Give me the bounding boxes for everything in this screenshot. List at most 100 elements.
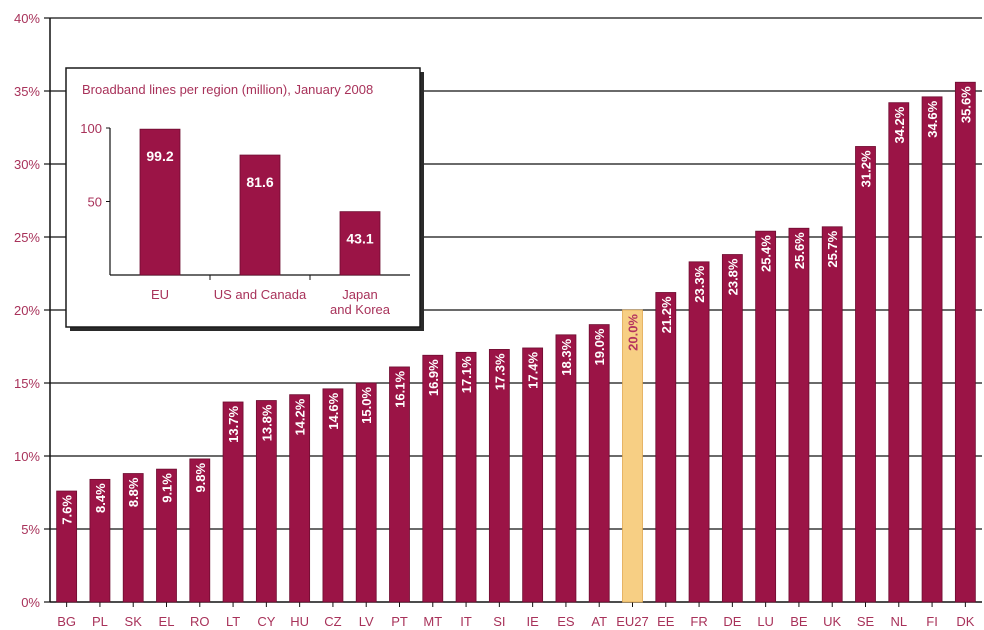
x-tick-label: CZ	[324, 614, 341, 629]
bar-value-label: 25.6%	[792, 232, 807, 269]
inset-x-tick-label: Japan	[342, 287, 377, 302]
inset-x-tick-label: EU	[151, 287, 169, 302]
x-tick-label: HU	[290, 614, 309, 629]
inset-bar	[339, 211, 381, 276]
y-tick-label: 40%	[14, 11, 40, 26]
bar	[89, 478, 111, 603]
bar	[455, 351, 477, 603]
bar-value-label: 34.6%	[925, 100, 940, 137]
bar-value-label: 13.8%	[259, 404, 274, 441]
y-tick-label: 30%	[14, 157, 40, 172]
bar	[588, 324, 610, 603]
bar	[355, 382, 377, 603]
inset-x-tick-label: US and Canada	[214, 287, 307, 302]
bar	[622, 309, 643, 603]
x-tick-label: DK	[956, 614, 974, 629]
y-tick-label: 35%	[14, 84, 40, 99]
x-tick-label: ES	[557, 614, 575, 629]
bar	[422, 354, 444, 603]
x-tick-label: MT	[423, 614, 442, 629]
bar	[222, 401, 244, 603]
bar-value-label: 20.0%	[626, 314, 641, 351]
bar	[488, 349, 510, 603]
bar	[189, 458, 211, 603]
bar	[122, 473, 144, 603]
x-tick-label: EU27	[616, 614, 649, 629]
main-y-tick-labels: 0% 5% 10% 15% 20% 25% 30% 35% 40%	[14, 11, 40, 610]
x-tick-label: LU	[757, 614, 774, 629]
bar-value-label: 8.4%	[93, 483, 108, 513]
x-tick-label: IE	[526, 614, 539, 629]
inset-bar	[139, 128, 181, 276]
bar-value-label: 21.2%	[659, 296, 674, 333]
bar-value-label: 14.2%	[293, 398, 308, 435]
bar	[56, 490, 78, 603]
x-tick-label: EE	[657, 614, 675, 629]
x-tick-label: LV	[359, 614, 374, 629]
bar-value-label: 9.1%	[160, 473, 175, 503]
inset-bar-value-label: 43.1	[346, 231, 373, 247]
bar	[921, 96, 943, 603]
bar	[289, 394, 311, 603]
bar-value-label: 23.3%	[692, 265, 707, 302]
x-tick-label: AT	[591, 614, 607, 629]
bar-value-label: 19.0%	[592, 328, 607, 365]
x-tick-label: DE	[723, 614, 741, 629]
y-tick-label: 0%	[21, 595, 40, 610]
bar	[655, 292, 677, 603]
inset-plot: 50 100 99.2 EU 81.6 US and Canada 43.1 Japanand…	[80, 121, 410, 317]
main-x-tick-labels: BG PL SK EL RO LT CY HU CZ LV PT MT IT SI IE ES AT EU27 EE…	[57, 614, 974, 629]
bar	[721, 254, 743, 603]
bar	[522, 347, 544, 603]
y-tick-label: 5%	[21, 522, 40, 537]
bar	[156, 468, 177, 603]
y-tick-label: 20%	[14, 303, 40, 318]
x-tick-label: FI	[926, 614, 938, 629]
x-tick-label: CY	[257, 614, 275, 629]
x-tick-label: BE	[790, 614, 808, 629]
bar	[755, 230, 777, 603]
bar	[322, 388, 344, 603]
x-tick-label: BG	[57, 614, 76, 629]
bar	[688, 261, 710, 603]
bar	[389, 366, 410, 603]
bar-value-label: 9.8%	[193, 462, 208, 492]
bar	[888, 102, 910, 603]
x-tick-label: FR	[690, 614, 707, 629]
x-tick-label: PL	[92, 614, 108, 629]
bar-value-label: 17.4%	[526, 352, 541, 389]
bar-value-label: 8.8%	[126, 477, 141, 507]
bar	[255, 400, 277, 603]
bar-value-label: 16.9%	[426, 359, 441, 396]
bar-value-label: 7.6%	[60, 495, 75, 525]
x-tick-label: RO	[190, 614, 210, 629]
bar-value-label: 18.3%	[559, 338, 574, 375]
x-tick-label: SK	[125, 614, 143, 629]
inset-bar	[239, 154, 281, 276]
bar-value-label: 17.3%	[492, 353, 507, 390]
inset-bar-value-label: 81.6	[246, 174, 273, 190]
x-tick-label: EL	[159, 614, 175, 629]
inset-y-tick-label: 50	[88, 195, 102, 210]
x-tick-label: SE	[857, 614, 875, 629]
bar-value-label: 13.7%	[226, 406, 241, 443]
bar-value-label: 25.7%	[825, 230, 840, 267]
bar-value-label: 31.2%	[859, 150, 874, 187]
bar-value-label: 23.8%	[725, 258, 740, 295]
x-tick-label: LT	[226, 614, 240, 629]
y-tick-label: 15%	[14, 376, 40, 391]
bar	[855, 146, 876, 603]
bar-value-label: 25.4%	[759, 235, 774, 272]
main-bars: 7.6% 8.4% 8.8% 9.1% 9.8% 13.7% 13.8% 14.2% 14.6%…	[56, 81, 976, 603]
inset-x-tick-label: and Korea	[330, 302, 391, 317]
bar	[821, 226, 843, 603]
bar-value-label: 15.0%	[359, 387, 374, 424]
bar-value-label: 14.6%	[326, 392, 341, 429]
y-tick-label: 25%	[14, 230, 40, 245]
bar-value-label: 35.6%	[958, 86, 973, 123]
bar	[555, 334, 577, 603]
inset-bar-value-label: 99.2	[146, 148, 173, 164]
bar-value-label: 17.1%	[459, 356, 474, 393]
inset-chart: Broadband lines per region (million), Ja…	[65, 67, 424, 331]
